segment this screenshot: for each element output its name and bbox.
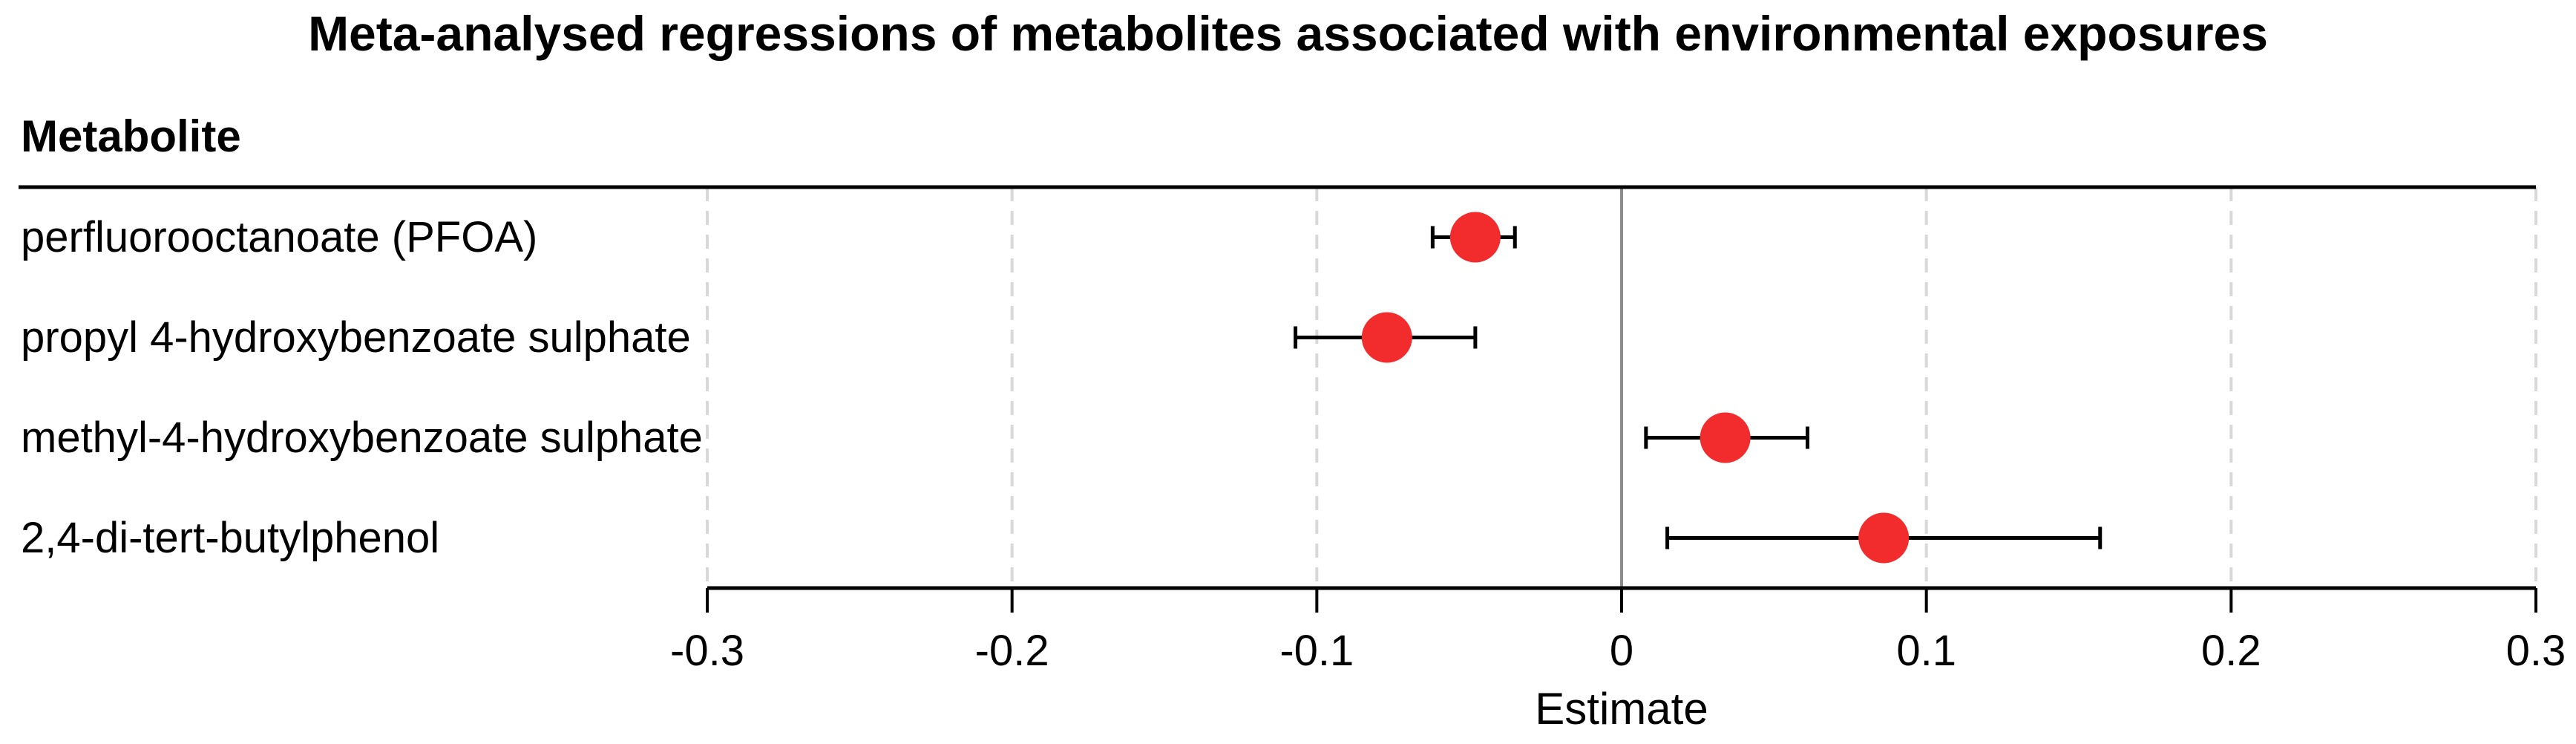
row-label: methyl-4-hydroxybenzoate sulphate [21,413,703,462]
row-label: propyl 4-hydroxybenzoate sulphate [21,313,691,362]
x-tick-label: -0.3 [670,627,744,675]
point-estimate-marker [1700,412,1751,463]
x-tick-label: -0.1 [1279,627,1354,675]
x-tick-label: -0.2 [974,627,1049,675]
row-label: perfluorooctanoate (PFOA) [21,212,538,261]
point-estimate-marker [1449,212,1501,263]
point-estimate-marker [1361,312,1412,363]
x-tick-label: 0.1 [1896,627,1956,675]
x-axis-title: Estimate [1535,684,1708,734]
x-tick-label: 0.2 [2201,627,2261,675]
x-tick-label: 0.3 [2505,627,2566,675]
row-label: 2,4-di-tert-butylphenol [21,513,440,562]
chart-title: Meta-analysed regressions of metabolites… [308,6,2268,61]
point-estimate-marker [1858,512,1910,564]
x-tick-label: 0 [1609,627,1634,675]
metabolite-column-header: Metabolite [21,111,241,161]
